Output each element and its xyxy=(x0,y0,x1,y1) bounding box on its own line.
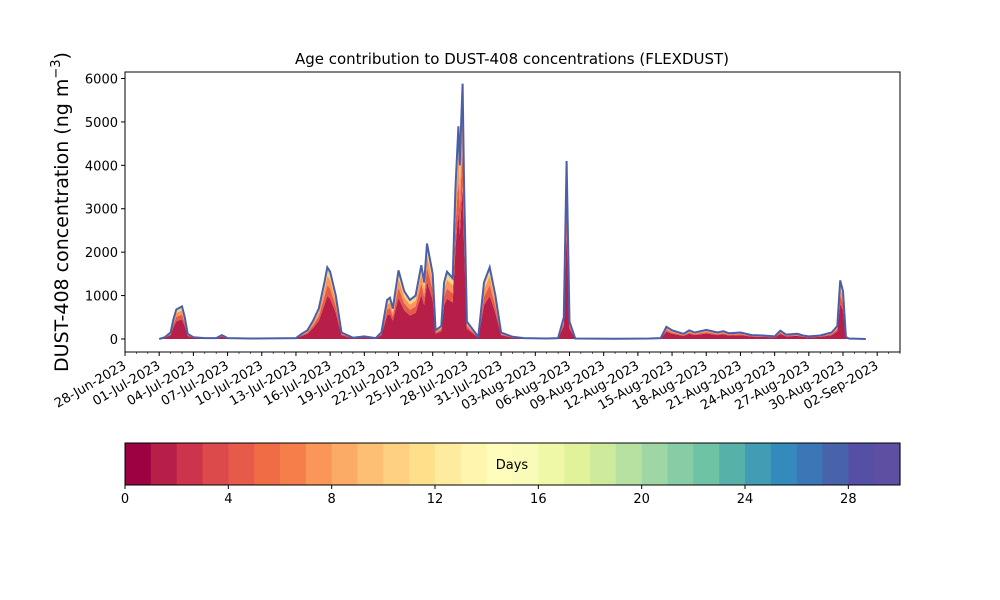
total-concentration-line xyxy=(158,83,866,340)
colorbar-tick-label: 12 xyxy=(427,492,444,507)
colorbar-axis: 0 4 8 12 16 20 24 28 xyxy=(121,485,857,507)
age-band-0 xyxy=(159,185,866,339)
colorbar-segment xyxy=(125,443,152,485)
y-tick-label: 3000 xyxy=(85,203,118,218)
plot-area xyxy=(158,83,866,340)
colorbar-segment xyxy=(383,443,410,485)
colorbar-segment xyxy=(331,443,359,485)
colorbar-segment xyxy=(641,443,669,485)
colorbar-segment xyxy=(435,443,462,485)
age-band-1 xyxy=(159,147,866,339)
colorbar-segment xyxy=(228,443,255,485)
chart-title: Age contribution to DUST-408 concentrati… xyxy=(295,50,729,68)
colorbar-segment xyxy=(796,443,824,485)
y-tick-label: 5000 xyxy=(85,116,118,131)
y-axis-label-close: ) xyxy=(51,52,73,59)
colorbar-tick-label: 24 xyxy=(737,492,754,507)
colorbar-segment xyxy=(615,443,643,485)
colorbar-tick-label: 0 xyxy=(121,492,129,507)
colorbar-frame xyxy=(124,442,901,486)
colorbar-segment xyxy=(176,443,204,485)
plot-frame xyxy=(124,71,901,353)
colorbar-segment xyxy=(305,443,333,485)
colorbar-segment xyxy=(693,443,720,485)
x-axis: 28-Jun-202301-Jul-202304-Jul-202307-Jul-… xyxy=(52,352,901,414)
colorbar-segment xyxy=(874,443,901,485)
colorbar-segment xyxy=(486,443,514,485)
colorbar-segment xyxy=(512,443,539,485)
y-tick-label: 6000 xyxy=(85,73,118,88)
colorbar-tick-label: 4 xyxy=(224,492,232,507)
colorbar-segment xyxy=(770,443,798,485)
colorbar-segment xyxy=(202,443,229,485)
y-tick-label: 1000 xyxy=(85,290,118,305)
age-band-4 xyxy=(159,83,866,339)
colorbar-segment xyxy=(538,443,565,485)
colorbar-tick-label: 16 xyxy=(530,492,547,507)
colorbar-segment xyxy=(719,443,746,485)
colorbar-segment xyxy=(745,443,772,485)
colorbar-tick-label: 28 xyxy=(840,492,857,507)
y-axis: 0 1000 2000 3000 4000 5000 6000 xyxy=(85,73,125,348)
colorbar xyxy=(125,443,901,485)
colorbar-tick-label: 8 xyxy=(328,492,336,507)
y-tick-label: 4000 xyxy=(85,159,118,174)
colorbar-segment xyxy=(460,443,488,485)
y-axis-label: DUST-408 concentration (ng m−3) xyxy=(49,52,73,372)
colorbar-segment xyxy=(254,443,281,485)
colorbar-segment xyxy=(150,443,178,485)
colorbar-segment xyxy=(822,443,849,485)
y-axis-label-main: DUST-408 concentration (ng m xyxy=(51,79,73,372)
y-tick-label: 0 xyxy=(110,333,118,348)
age-band-2 xyxy=(159,114,866,340)
y-axis-label-superscript: −3 xyxy=(49,59,64,78)
colorbar-label: Days xyxy=(496,458,529,473)
colorbar-tick-label: 20 xyxy=(633,492,650,507)
colorbar-segment xyxy=(667,443,694,485)
colorbar-segment xyxy=(409,443,436,485)
colorbar-segment xyxy=(590,443,617,485)
y-tick-label: 2000 xyxy=(85,246,118,261)
colorbar-segment xyxy=(280,443,307,485)
colorbar-segment xyxy=(564,443,591,485)
age-band-3 xyxy=(159,96,866,339)
colorbar-segment xyxy=(848,443,875,485)
colorbar-segment xyxy=(357,443,384,485)
